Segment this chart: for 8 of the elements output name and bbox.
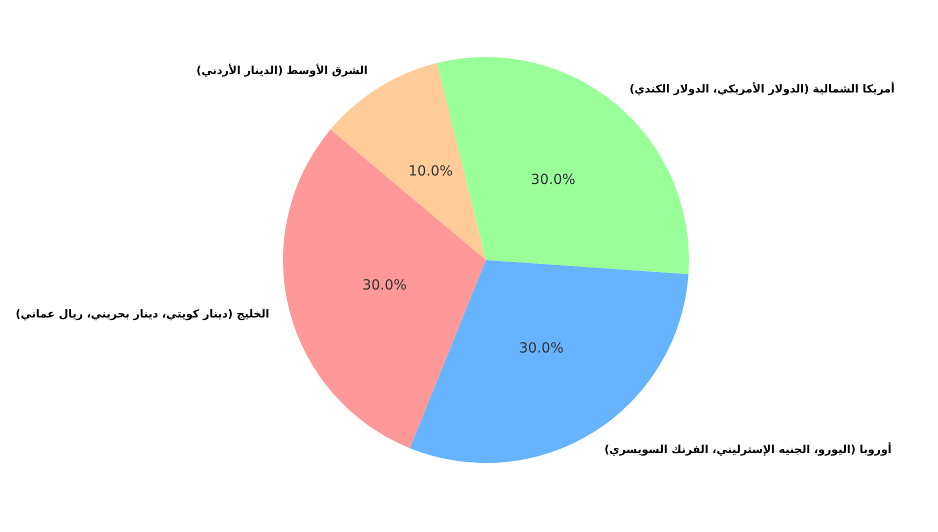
slice-label: أوروبا (اليورو، الجنيه الإسترليني، الفرنك السويسري) <box>604 442 892 456</box>
slice-label: أمريكا الشمالية (الدولار الأمريكي، الدولار الكندي) <box>630 81 895 96</box>
data-label: 30.0% <box>362 277 407 294</box>
slice-label: الشرق الأوسط (الدينار الأردني) <box>196 63 368 78</box>
slice-label: الخليج (دينار كويتي، دينار بحريني، ريال عماني) <box>16 308 270 321</box>
data-label: 30.0% <box>530 172 576 188</box>
data-label: 30.0% <box>519 340 564 357</box>
data-label: 10.0% <box>408 163 453 180</box>
